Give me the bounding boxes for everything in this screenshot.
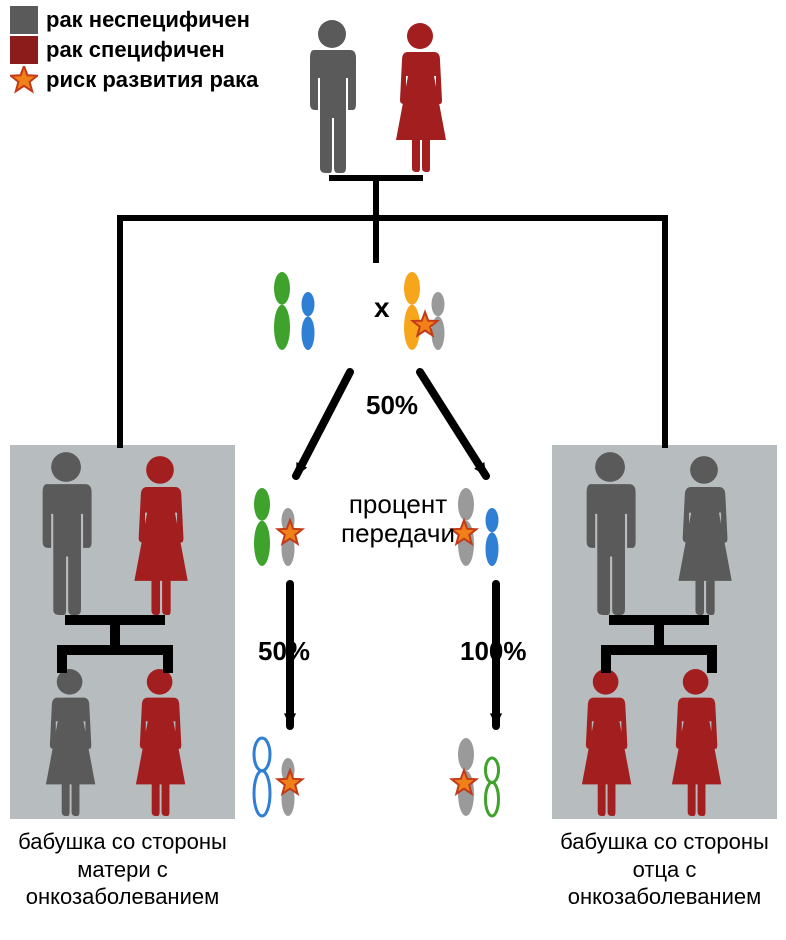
caption-left: бабушка со стороны матери с онкозаболева…: [10, 828, 235, 911]
caption-line: онкозаболеванием: [26, 884, 219, 909]
caption-line: отца с: [633, 857, 697, 882]
percent-left: 50%: [258, 636, 310, 667]
caption-line: матери с: [77, 857, 168, 882]
cross-symbol: х: [374, 292, 390, 324]
transmission-label-l1: процент: [349, 489, 447, 519]
caption-right: бабушка со стороны отца с онкозаболевани…: [552, 828, 777, 911]
percent-top: 50%: [366, 390, 418, 421]
caption-line: онкозаболеванием: [568, 884, 761, 909]
transmission-label: процент передачи: [338, 490, 458, 547]
transmission-label-l2: передачи: [341, 518, 455, 548]
percent-right: 100%: [460, 636, 527, 667]
caption-line: бабушка со стороны: [18, 829, 227, 854]
caption-line: бабушка со стороны: [560, 829, 769, 854]
pedigree-diagram: [0, 0, 786, 940]
